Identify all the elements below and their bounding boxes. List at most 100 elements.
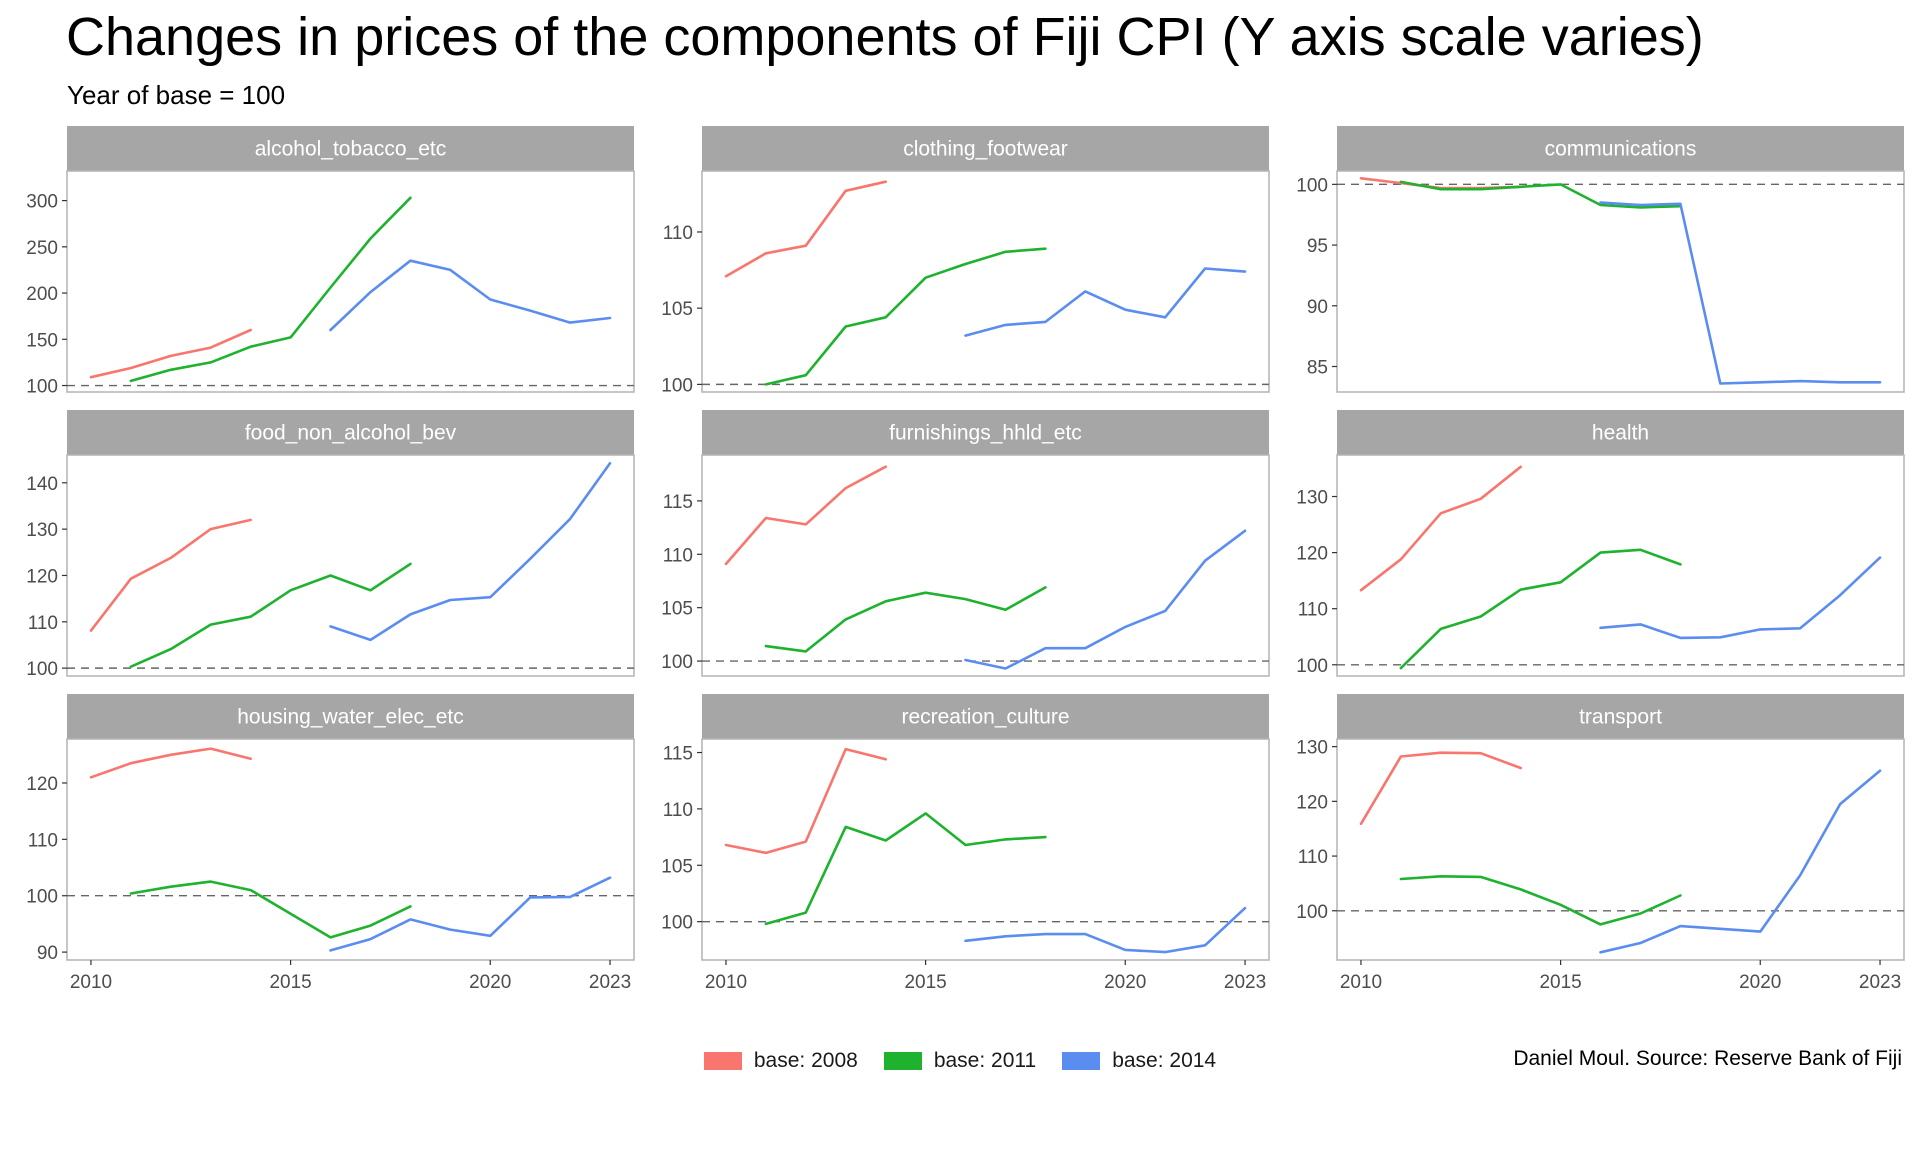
x-tick-label: 2015	[269, 972, 311, 993]
facet-strip-label: furnishings_hhld_etc	[889, 422, 1082, 445]
y-tick-label: 110	[28, 830, 58, 851]
y-tick-label: 100	[26, 659, 58, 680]
facet-strip-label: health	[1592, 422, 1649, 445]
series-line-base-2011	[129, 562, 412, 669]
y-tick-label: 140	[26, 474, 58, 495]
facet-strip	[1337, 126, 1904, 171]
y-tick-label: 120	[26, 774, 58, 795]
y-tick-label: 100	[26, 377, 58, 398]
series-line-base-2011	[129, 196, 412, 383]
x-tick-label: 2023	[1224, 972, 1266, 993]
facet-panel-housing_water_elec_etc: housing_water_elec_etc 90 100 110 120 2010 201…	[26, 694, 635, 993]
x-tick-label: 2015	[1539, 972, 1581, 993]
x-tick-label: 2010	[705, 972, 747, 993]
series-line-base-2014	[964, 267, 1247, 337]
facet-strip	[67, 126, 634, 171]
y-tick-label: 120	[1296, 544, 1328, 565]
facet-strip-label: recreation_culture	[901, 706, 1069, 729]
series-line-base-2014	[329, 259, 612, 332]
y-tick-label: 100	[1296, 656, 1328, 677]
series-line-base-2014	[964, 529, 1247, 670]
y-tick-label: 300	[26, 192, 58, 213]
x-tick-label: 2010	[70, 972, 112, 993]
legend-key-base-2011	[883, 1052, 922, 1070]
series-line-base-2008	[89, 328, 252, 379]
panel-border	[1336, 738, 1905, 961]
y-tick-label: 100	[661, 652, 693, 673]
series-line-base-2008	[89, 518, 252, 632]
series-line-base-2008	[724, 465, 888, 566]
legend-item-base-2011: base: 2011	[883, 1049, 1036, 1073]
series-line-base-2011	[129, 880, 412, 939]
panel-border	[1336, 170, 1905, 393]
y-tick-label: 100	[661, 913, 693, 934]
series-line-base-2014	[964, 906, 1247, 954]
y-tick-label: 150	[26, 330, 58, 351]
y-tick-label: 90	[1307, 297, 1328, 318]
y-tick-label: 100	[1296, 902, 1328, 923]
y-tick-label: 105	[661, 856, 693, 877]
facet-panel-alcohol_tobacco_etc: alcohol_tobacco_etc 100 150 200 250 300	[26, 126, 635, 398]
facet-strip-label: food_non_alcohol_bev	[245, 422, 457, 445]
facet-panel-recreation_culture: recreation_culture 100 105 110 115 2010 2015 20…	[661, 694, 1270, 993]
facet-panel-furnishings_hhld_etc: furnishings_hhld_etc 100 105 110 115	[661, 410, 1270, 677]
series-line-base-2014	[1599, 556, 1882, 640]
y-tick-label: 110	[1298, 600, 1328, 621]
facet-strip-label: communications	[1545, 138, 1697, 161]
y-tick-label: 110	[663, 545, 693, 566]
facet-strip	[702, 694, 1269, 739]
y-tick-label: 90	[37, 943, 58, 964]
panel-border	[66, 454, 635, 677]
x-tick-label: 2010	[1340, 972, 1382, 993]
series-line-base-2011	[764, 586, 1047, 653]
facet-strip	[1337, 694, 1904, 739]
y-tick-label: 105	[661, 599, 693, 620]
x-tick-label: 2020	[469, 972, 511, 993]
y-tick-label: 110	[28, 613, 58, 634]
y-tick-label: 130	[26, 520, 58, 541]
series-line-base-2008	[1359, 751, 1522, 826]
x-tick-label: 2015	[904, 972, 946, 993]
y-tick-label: 120	[1296, 792, 1328, 813]
facet-strip	[67, 410, 634, 455]
x-tick-label: 2020	[1104, 972, 1146, 993]
facet-strip	[67, 694, 634, 739]
series-line-base-2011	[1399, 180, 1682, 209]
chart-caption: Daniel Moul. Source: Reserve Bank of Fij…	[1513, 1047, 1902, 1070]
legend: base: 2008 base: 2011 base: 2014	[0, 1049, 1920, 1073]
series-line-base-2011	[764, 812, 1047, 926]
y-tick-label: 115	[663, 744, 693, 765]
panel-border	[701, 170, 1270, 393]
panel-border	[1336, 454, 1905, 677]
facet-strip-label: housing_water_elec_etc	[237, 706, 464, 729]
panel-border	[66, 170, 635, 393]
facet-strip	[1337, 410, 1904, 455]
x-tick-label: 2023	[589, 972, 631, 993]
series-line-base-2014	[1599, 201, 1882, 385]
panel-border	[701, 454, 1270, 677]
y-tick-label: 95	[1307, 236, 1328, 257]
panel-border	[66, 738, 635, 961]
legend-key-base-2014	[1062, 1052, 1101, 1070]
series-line-base-2011	[1399, 548, 1682, 670]
series-line-base-2014	[1599, 769, 1882, 954]
series-line-base-2011	[1399, 874, 1682, 926]
facet-strip-label: clothing_footwear	[903, 138, 1068, 161]
facet-strip-label: transport	[1579, 706, 1662, 729]
series-line-base-2008	[89, 747, 252, 779]
x-tick-label: 2020	[1739, 972, 1781, 993]
facet-panel-health: health 100 110 120 130	[1296, 410, 1905, 677]
y-tick-label: 250	[26, 238, 58, 259]
legend-item-base-2008: base: 2008	[703, 1049, 858, 1073]
y-tick-label: 100	[1296, 175, 1328, 196]
facet-panel-food_non_alcohol_bev: food_non_alcohol_bev 100 110 120 130 140	[26, 410, 635, 680]
series-line-base-2014	[329, 876, 612, 952]
y-tick-label: 130	[1296, 488, 1328, 509]
y-tick-label: 100	[661, 375, 693, 396]
series-line-base-2014	[329, 461, 612, 642]
y-tick-label: 120	[26, 566, 58, 587]
chart-subtitle: Year of base = 100	[67, 80, 286, 110]
y-tick-label: 110	[1298, 847, 1328, 868]
facet-panel-communications: communications 85 90 95 100	[1296, 126, 1905, 393]
series-line-base-2008	[724, 180, 888, 278]
